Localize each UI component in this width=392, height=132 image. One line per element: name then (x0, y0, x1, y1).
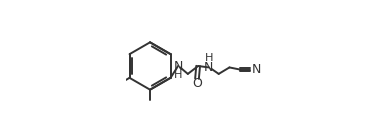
Text: H: H (205, 53, 214, 63)
Text: O: O (192, 77, 202, 90)
Text: N: N (173, 60, 183, 72)
Text: H: H (174, 70, 183, 80)
Text: N: N (252, 63, 261, 76)
Text: N: N (204, 61, 214, 74)
